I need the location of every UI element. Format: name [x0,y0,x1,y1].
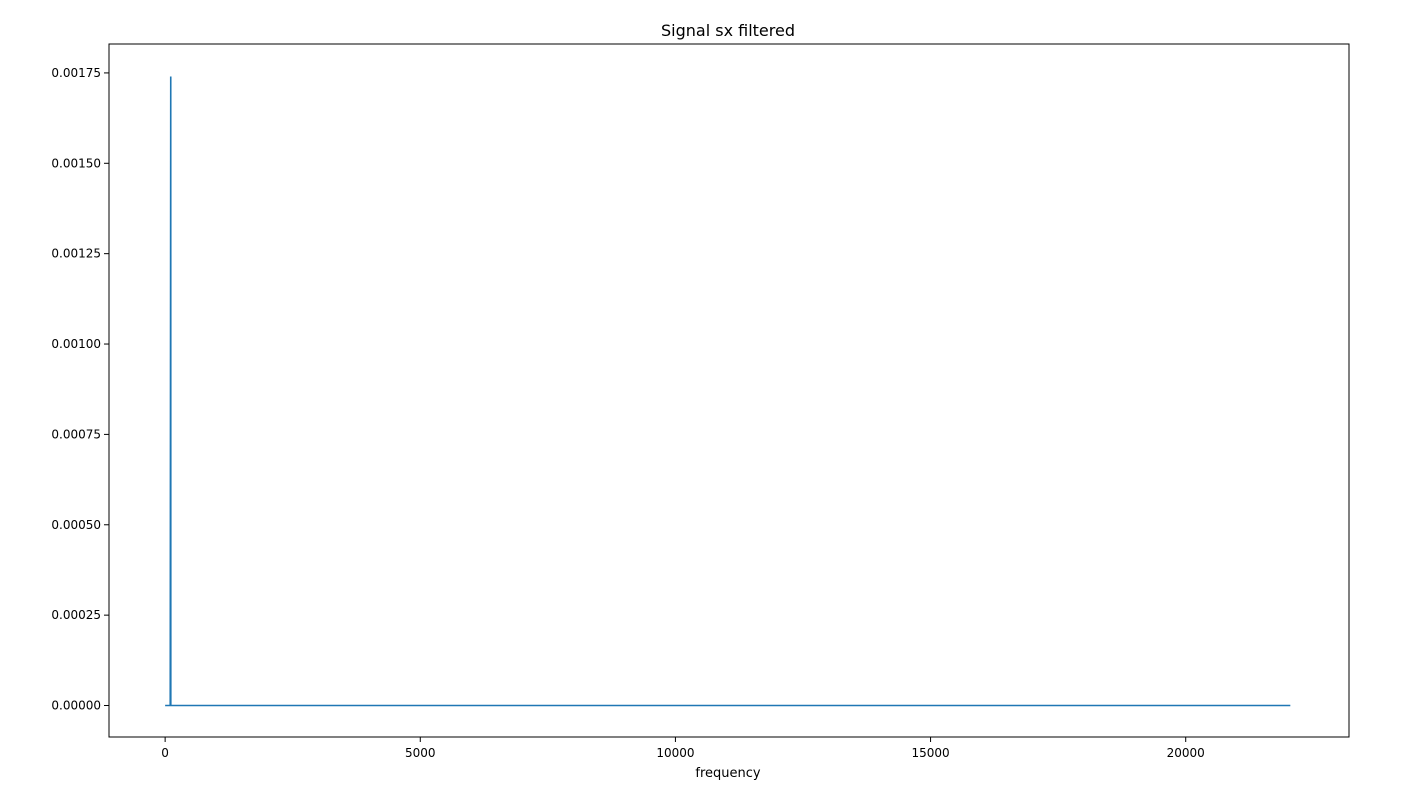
y-tick-label: 0.00150 [51,156,101,170]
series-line [165,76,1291,707]
plot-area [108,43,1350,738]
y-tick-label: 0.00175 [51,66,101,80]
x-axis-label: frequency [695,766,761,781]
x-axis: 0 5000 10000 15000 20000 [161,737,1205,760]
x-tick-label: 0 [161,746,169,760]
y-axis: 0.00000 0.00025 0.00050 0.00075 0.00100 0.001… [51,66,109,713]
x-tick-label: 15000 [911,746,949,760]
axes-frame [108,43,1350,738]
y-tick-label: 0.00000 [51,699,101,713]
x-tick-label: 10000 [656,746,694,760]
series-layer [165,76,1291,707]
y-tick-label: 0.00025 [51,608,101,622]
x-tick-label: 5000 [405,746,436,760]
y-tick-label: 0.00075 [51,427,101,441]
chart-title: Signal sx filtered [661,21,795,40]
x-tick-label: 20000 [1167,746,1205,760]
y-tick-label: 0.00100 [51,337,101,351]
y-tick-label: 0.00125 [51,247,101,261]
y-tick-label: 0.00050 [51,518,101,532]
